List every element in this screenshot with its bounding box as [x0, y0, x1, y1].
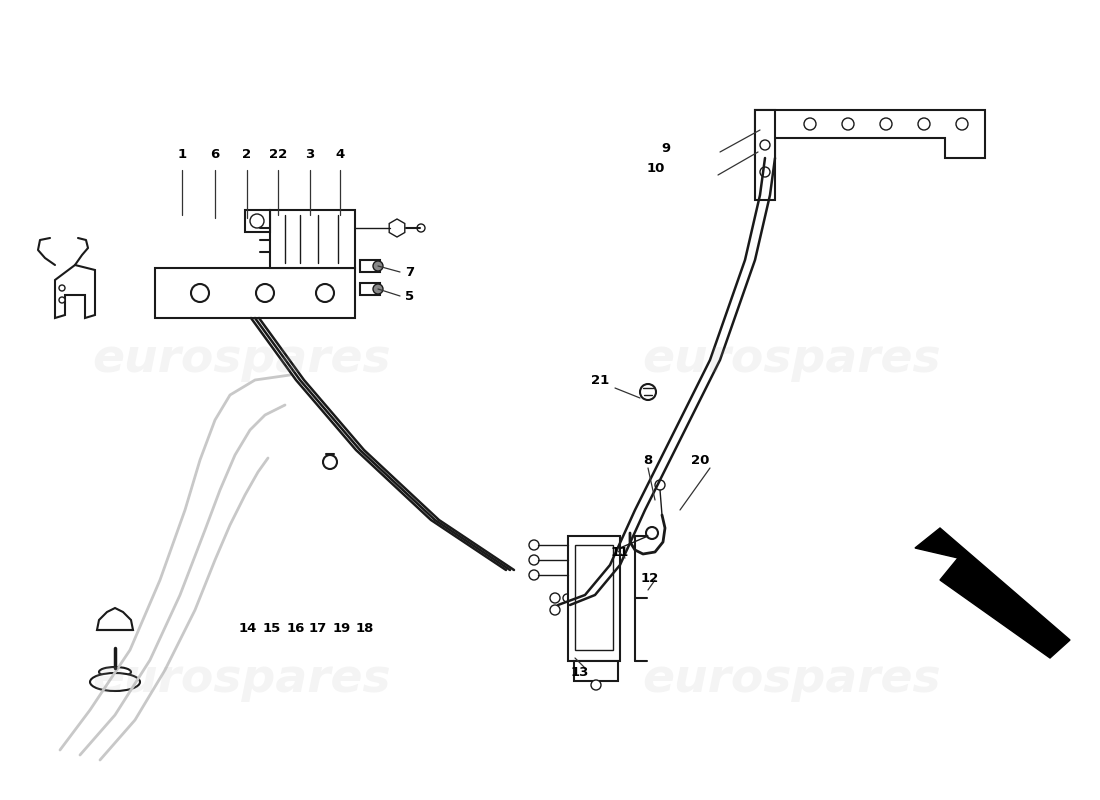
- Circle shape: [550, 593, 560, 603]
- Text: 21: 21: [591, 374, 609, 386]
- Circle shape: [373, 261, 383, 271]
- Bar: [575, 545, 613, 650]
- Polygon shape: [915, 528, 1070, 658]
- Circle shape: [59, 285, 65, 291]
- Circle shape: [417, 224, 425, 232]
- Circle shape: [918, 118, 930, 130]
- Text: 17: 17: [309, 622, 327, 634]
- Circle shape: [323, 455, 337, 469]
- Circle shape: [956, 118, 968, 130]
- Text: 9: 9: [661, 142, 670, 154]
- Text: 4: 4: [336, 147, 344, 161]
- Circle shape: [591, 680, 601, 690]
- Circle shape: [529, 555, 539, 565]
- Bar: [574, 661, 618, 681]
- Circle shape: [529, 570, 539, 580]
- Circle shape: [373, 284, 383, 294]
- Text: 8: 8: [644, 454, 652, 466]
- Text: 12: 12: [641, 571, 659, 585]
- Text: 2: 2: [242, 147, 252, 161]
- Circle shape: [529, 540, 539, 550]
- Text: 15: 15: [263, 622, 282, 634]
- Bar: [245, 210, 270, 232]
- Circle shape: [250, 214, 264, 228]
- Circle shape: [760, 167, 770, 177]
- Text: 5: 5: [405, 290, 414, 302]
- Text: eurospares: eurospares: [642, 338, 942, 382]
- Polygon shape: [97, 608, 133, 630]
- Text: 18: 18: [355, 622, 374, 634]
- Text: 13: 13: [571, 666, 590, 678]
- Circle shape: [59, 297, 65, 303]
- Ellipse shape: [90, 673, 140, 691]
- Polygon shape: [389, 219, 405, 237]
- Circle shape: [654, 480, 666, 490]
- Circle shape: [646, 527, 658, 539]
- Polygon shape: [155, 268, 355, 318]
- Text: 20: 20: [691, 454, 710, 466]
- Circle shape: [804, 118, 816, 130]
- Bar: [568, 536, 620, 661]
- Text: 1: 1: [177, 147, 187, 161]
- Circle shape: [842, 118, 854, 130]
- Circle shape: [316, 284, 334, 302]
- Text: 7: 7: [405, 266, 414, 278]
- Circle shape: [550, 605, 560, 615]
- Circle shape: [191, 284, 209, 302]
- Polygon shape: [55, 265, 95, 318]
- Bar: [360, 260, 379, 272]
- Circle shape: [760, 140, 770, 150]
- Polygon shape: [270, 210, 355, 268]
- Circle shape: [640, 384, 656, 400]
- Text: 14: 14: [239, 622, 257, 634]
- Circle shape: [880, 118, 892, 130]
- Text: eurospares: eurospares: [642, 658, 942, 702]
- Text: 6: 6: [210, 147, 220, 161]
- Text: eurospares: eurospares: [92, 338, 392, 382]
- Text: 16: 16: [287, 622, 305, 634]
- Text: 3: 3: [306, 147, 315, 161]
- Text: 19: 19: [333, 622, 351, 634]
- Text: 10: 10: [647, 162, 666, 174]
- Polygon shape: [755, 110, 984, 158]
- Circle shape: [563, 594, 571, 602]
- Ellipse shape: [99, 667, 131, 677]
- Polygon shape: [755, 110, 775, 200]
- Bar: [360, 283, 379, 295]
- Circle shape: [256, 284, 274, 302]
- Text: eurospares: eurospares: [92, 658, 392, 702]
- Text: 22: 22: [268, 147, 287, 161]
- Text: 11: 11: [610, 546, 629, 558]
